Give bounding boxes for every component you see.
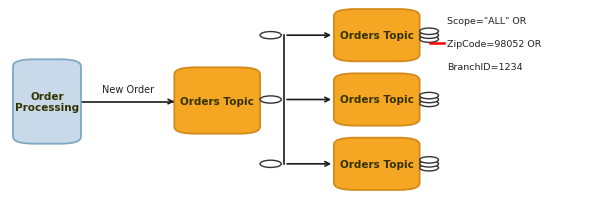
- Text: Order
Processing: Order Processing: [15, 91, 79, 113]
- FancyBboxPatch shape: [334, 74, 420, 126]
- FancyBboxPatch shape: [334, 138, 420, 190]
- Circle shape: [420, 101, 439, 107]
- Circle shape: [260, 160, 281, 168]
- Text: Orders Topic: Orders Topic: [180, 96, 254, 106]
- Text: BranchID=1234: BranchID=1234: [447, 63, 522, 71]
- Text: New Order: New Order: [102, 85, 154, 95]
- FancyBboxPatch shape: [13, 60, 81, 144]
- Circle shape: [420, 93, 439, 99]
- Text: Orders Topic: Orders Topic: [340, 95, 414, 105]
- Text: Scope="ALL" OR: Scope="ALL" OR: [447, 17, 526, 25]
- FancyBboxPatch shape: [174, 68, 260, 134]
- Circle shape: [260, 96, 281, 104]
- Circle shape: [260, 32, 281, 40]
- Circle shape: [420, 33, 439, 39]
- FancyBboxPatch shape: [334, 10, 420, 62]
- Circle shape: [420, 161, 439, 167]
- Circle shape: [420, 157, 439, 163]
- Circle shape: [420, 29, 439, 35]
- Text: Orders Topic: Orders Topic: [340, 31, 414, 41]
- Circle shape: [420, 165, 439, 171]
- Text: Orders Topic: Orders Topic: [340, 159, 414, 169]
- Circle shape: [420, 97, 439, 103]
- Text: ZipCode=98052 OR: ZipCode=98052 OR: [447, 40, 541, 48]
- Circle shape: [420, 37, 439, 43]
